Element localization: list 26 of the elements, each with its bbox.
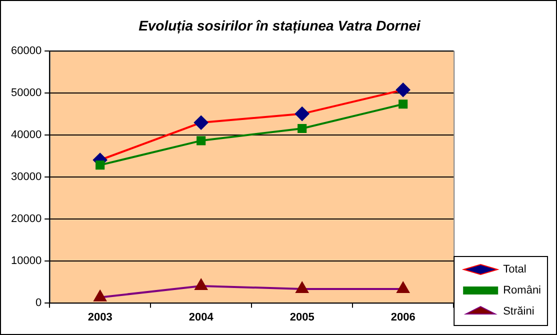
point bbox=[398, 100, 408, 109]
point bbox=[96, 160, 105, 170]
x-tick-label: 2004 bbox=[188, 311, 214, 324]
legend-label: Străini bbox=[503, 306, 534, 318]
y-tick-label: 30000 bbox=[10, 170, 42, 183]
point bbox=[298, 124, 307, 134]
legend-label: Români bbox=[503, 284, 541, 297]
point bbox=[194, 116, 208, 130]
chart-title: Evoluția sosirilor în stațiunea Vatra Dornei bbox=[138, 17, 422, 34]
point bbox=[296, 282, 308, 293]
point bbox=[396, 282, 410, 293]
y-tick-label: 10000 bbox=[10, 254, 42, 267]
y-tick-label: 60000 bbox=[10, 44, 42, 57]
y-tick-label: 40000 bbox=[10, 128, 42, 141]
point bbox=[194, 279, 208, 290]
y-tick-label: 0 bbox=[35, 296, 42, 309]
x-tick-label: 2006 bbox=[390, 311, 416, 324]
point bbox=[196, 136, 206, 146]
y-tick-label: 50000 bbox=[10, 86, 42, 99]
x-tick-label: 2005 bbox=[290, 311, 314, 324]
point bbox=[295, 106, 310, 121]
legend-label: Total bbox=[503, 264, 526, 276]
point bbox=[396, 82, 410, 97]
point bbox=[94, 290, 106, 302]
x-tick-label: 2003 bbox=[88, 311, 112, 324]
y-tick-label: 20000 bbox=[10, 212, 42, 225]
